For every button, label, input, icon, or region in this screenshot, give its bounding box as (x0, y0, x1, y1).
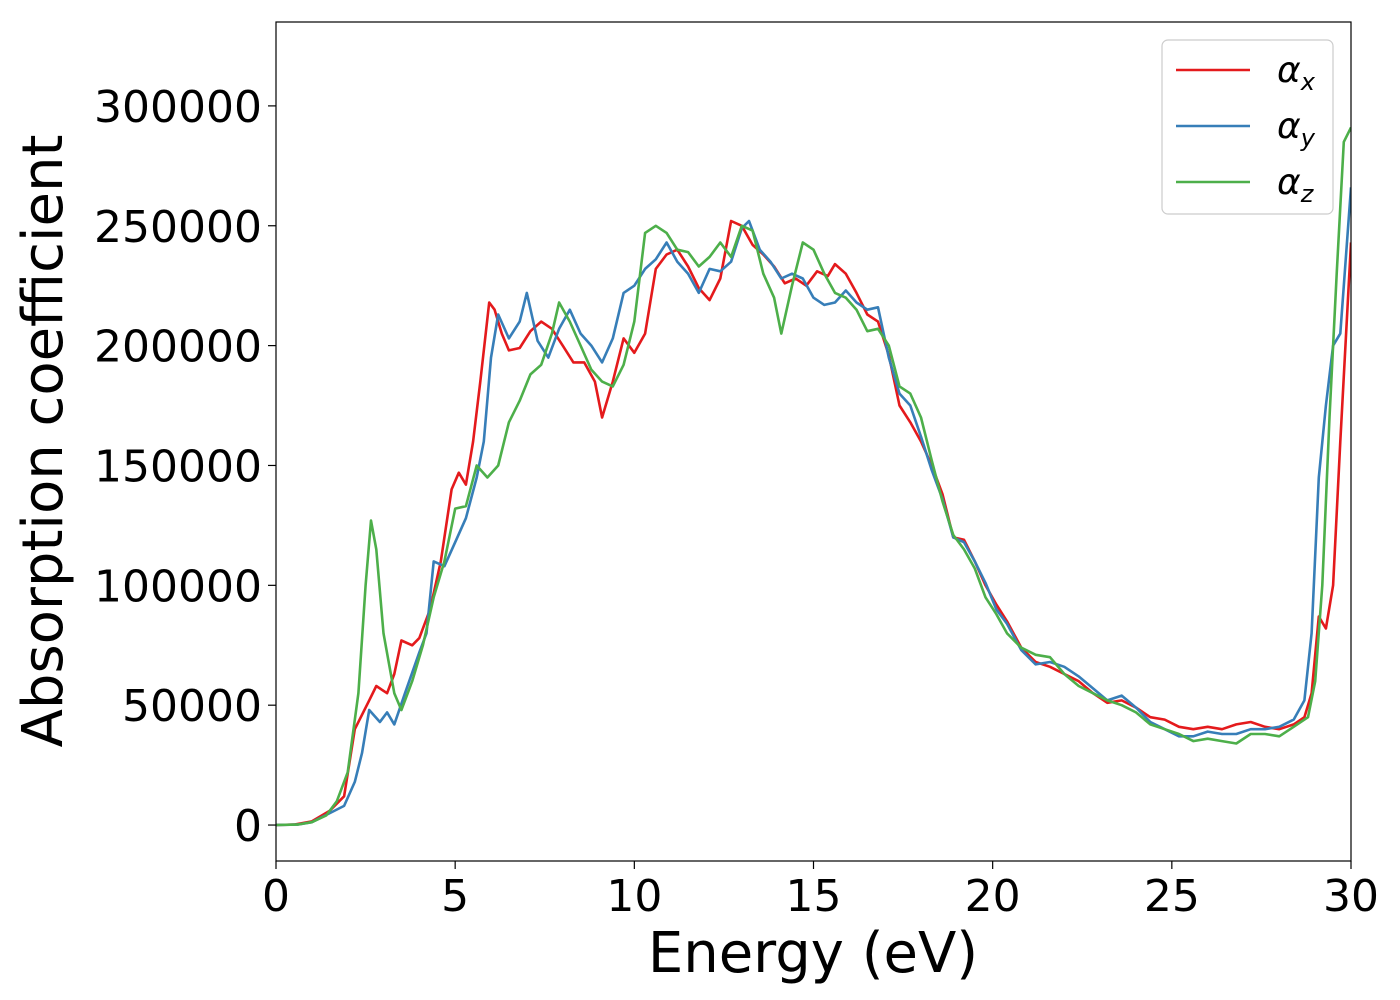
legend-label-z: αz (1277, 162, 1315, 208)
x-axis-label: Energy (eV) (648, 921, 978, 986)
series-line-z (276, 126, 1351, 827)
series-layer (276, 126, 1351, 827)
legend-symbol: α (1277, 50, 1301, 91)
x-tick-label: 10 (606, 871, 662, 922)
y-tick-label: 200000 (94, 322, 262, 373)
y-tick-label: 300000 (94, 82, 262, 133)
y-tick-label: 100000 (94, 561, 262, 612)
y-tick-label: 250000 (94, 202, 262, 253)
x-axis: 0 5 10 15 20 25 30 (262, 861, 1379, 922)
legend-label-x: αx (1277, 50, 1316, 96)
legend-subscript: z (1300, 180, 1315, 208)
y-tick-label: 150000 (94, 441, 262, 492)
x-tick-label: 25 (1144, 871, 1200, 922)
y-tick-label: 50000 (122, 681, 262, 732)
x-tick-label: 20 (965, 871, 1021, 922)
y-axis-label: Absorption coefficient (11, 135, 76, 748)
y-tick-label: 0 (234, 801, 262, 852)
y-axis: 0 50000 100000 150000 200000 250000 300000 (94, 82, 276, 852)
x-tick-label: 15 (786, 871, 842, 922)
x-tick-label: 5 (441, 871, 469, 922)
legend-symbol: α (1277, 162, 1301, 203)
x-tick-label: 30 (1323, 871, 1379, 922)
x-tick-label: 0 (262, 871, 290, 922)
legend-symbol: α (1277, 106, 1301, 147)
legend-label-y: αy (1277, 106, 1316, 152)
legend-subscript: x (1300, 68, 1316, 96)
legend-subscript: y (1300, 124, 1316, 152)
